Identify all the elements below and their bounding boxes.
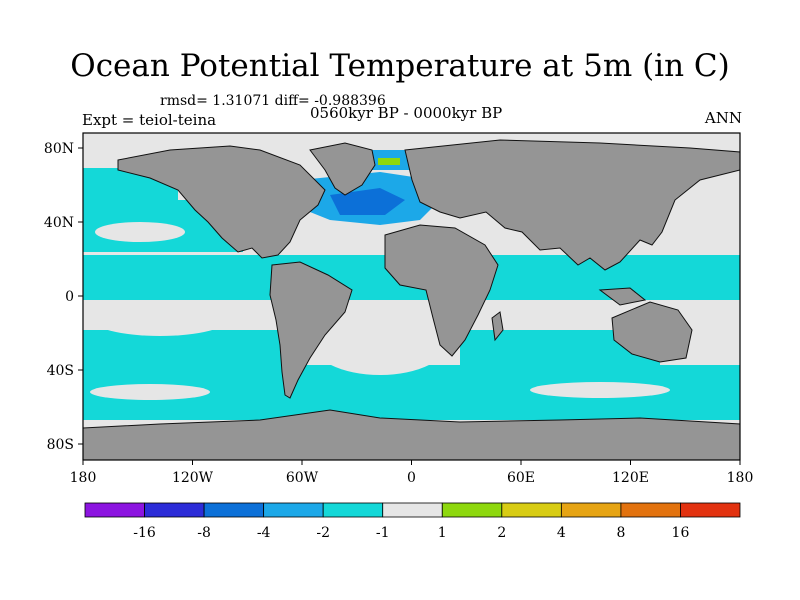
lon-tick-label: 0 [407,470,416,486]
colorbar-swatch [620,502,681,518]
neutral-patch-southern-ocean-east [530,382,670,398]
cyan-band-subtropic-south-pacific [83,330,283,370]
neutral-patch-north-pacific [95,222,185,242]
map-title: Ocean Potential Temperature at 5m (in C) [70,48,730,84]
colorbar-swatch [263,502,324,518]
lon-tick-label: 60E [507,470,535,486]
lon-tick-label: 120W [172,470,214,486]
colorbar-label: -1 [376,525,390,541]
colorbar-label: 16 [672,525,690,541]
lat-tick-label: 80N [44,141,74,157]
colorbar: -16 -8 -4 -2 -1 1 2 4 8 16 [84,502,741,541]
rmsd-diff-stats: rmsd= 1.31071 diff= -0.988396 [160,93,386,109]
colorbar-swatch [84,502,145,518]
colorbar-swatch [441,502,503,518]
colorbar-swatch [144,502,205,518]
colorbar-label: 4 [557,525,566,541]
neutral-patch-south-pacific [90,300,230,336]
experiment-label: Expt = teiol-teina [82,111,217,129]
landmass-south-america [269,261,353,399]
lat-tick-label: 40S [47,363,74,379]
colorbar-label: -4 [257,525,271,541]
landmass-north-america [117,145,326,259]
season-label: ANN [704,109,742,127]
longitude-ticks: 180 120W 60W 0 60E 120E 180 [70,460,754,486]
colorbar-swatch [203,502,265,518]
colorbar-label: -8 [197,525,211,541]
neutral-patches [90,222,670,400]
colorbar-swatch [560,502,622,518]
landmass-africa [384,224,499,357]
colorbar-swatch [680,502,741,518]
colorbar-label: -2 [316,525,330,541]
colorbar-label: -16 [133,525,156,541]
landmass-indonesia [598,287,647,306]
lon-tick-label: 180 [70,470,97,486]
arctic-green-anomaly [378,158,400,165]
lon-tick-label: 180 [727,470,754,486]
land-masses [82,139,741,461]
blue-anomaly-regions [330,188,405,215]
colorbar-swatch [501,502,562,518]
colorbar-swatch [322,502,384,518]
north-atlantic-core-anomaly [330,188,405,215]
neutral-patch-southern-ocean-west [90,384,210,400]
landmass-greenland [309,142,376,196]
colorbar-label: 8 [616,525,625,541]
lat-tick-label: 80S [47,437,74,453]
landmass-madagascar [491,311,504,342]
lat-tick-label: 40N [44,215,74,231]
lon-tick-label: 60W [286,470,319,486]
time-period-label: 0560kyr BP - 0000kyr BP [310,104,503,122]
lat-tick-label: 0 [65,289,74,305]
latitude-ticks: 80N 40N 0 40S 80S [44,141,83,453]
landmass-australia [611,301,693,363]
map-panel: 80N 40N 0 40S 80S 180 120W 60W 0 60E 120E 180 [44,132,754,486]
neutral-patch-south-atlantic [310,305,450,375]
lon-tick-label: 120E [612,470,649,486]
colorbar-label: 2 [497,525,506,541]
colorbar-label: 1 [438,525,447,541]
colorbar-swatch [382,502,443,518]
